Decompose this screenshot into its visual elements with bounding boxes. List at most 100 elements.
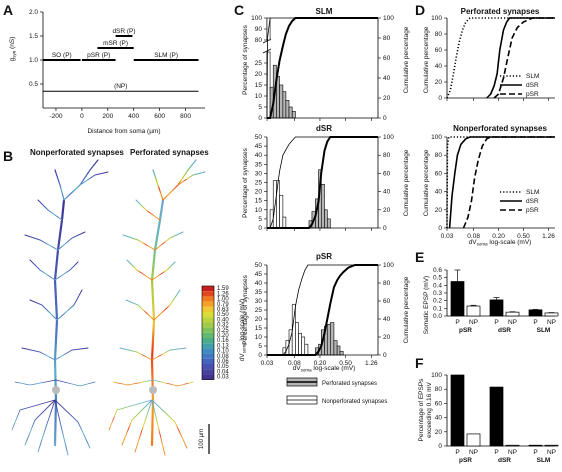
colorbar-swatch <box>202 296 214 302</box>
c-left-tick-label: 25 <box>255 60 263 67</box>
panel-a-y-axis-label: gsyn (nS) <box>9 37 17 62</box>
c-left-tick-label: 0 <box>258 225 262 232</box>
d-y-tick-label: 0 <box>438 225 442 232</box>
colorbar-tick-label: 0.32 <box>217 323 229 329</box>
panel-a-x-axis-label: Distance from soma (µm) <box>87 128 160 135</box>
colorbar-tick-label: 1.00 <box>217 297 229 303</box>
colorbar-swatch <box>202 286 214 292</box>
d-legend-label-dsr: dSR <box>526 82 539 89</box>
d-y-tick-label: 100 <box>431 134 442 141</box>
d-y-tick-label: 80 <box>435 152 443 159</box>
c-x-tick-label: 0.50 <box>339 360 352 367</box>
e-bar-label: P <box>494 319 498 326</box>
e-bar-label: P <box>533 319 537 326</box>
c-right-tick-label: 100 <box>383 262 394 269</box>
d-y-tick-label: 40 <box>435 63 443 70</box>
c-right-tick-label: 80 <box>383 152 391 159</box>
c-left-tick-label: 10 <box>255 93 263 100</box>
c-bar-perforated <box>285 100 290 119</box>
colorbar-tick-label: 0.10 <box>217 349 229 355</box>
colorbar-tick-label: 0.40 <box>217 317 229 323</box>
c-psr-y-label: Percentage of synapses <box>242 274 249 344</box>
e-bar-label: P <box>455 319 459 326</box>
a-x-tick-label: 600 <box>154 113 165 120</box>
d-x-tick-label: 0.50 <box>517 233 530 240</box>
f-y-tick-label: 80 <box>435 386 443 393</box>
c-left-tick-label: 35 <box>255 161 263 168</box>
panel-b-right-title: Perforated synapses <box>130 148 209 157</box>
d-x-tick-label: 0.08 <box>467 233 480 240</box>
e-y-tick-label: 0.1 <box>433 305 442 312</box>
c-left-tick-label: 80 <box>255 37 263 44</box>
e-group-label: SLM <box>537 327 551 334</box>
c-left-tick-label: 10 <box>255 207 263 214</box>
c-left-tick-label: 45 <box>255 271 263 278</box>
colorbar-swatch <box>202 332 214 338</box>
a-y-tick-label: 1.5 <box>29 33 38 40</box>
f-bar <box>505 444 520 447</box>
c-left-tick-label: 45 <box>255 143 263 150</box>
c-right-tick-label: 100 <box>383 15 394 22</box>
panel-label-b: B <box>3 148 13 164</box>
f-bar-label: P <box>533 449 537 456</box>
c-right-tick-label: 20 <box>383 207 391 214</box>
a-y-tick-label: 0.5 <box>29 81 38 88</box>
c-left-tick-label: 15 <box>255 198 263 205</box>
f-y-tick-label: 100 <box>431 372 442 379</box>
f-y-tick-label: 20 <box>435 429 443 436</box>
c-dsr-title: dSR <box>316 124 332 133</box>
c-bar-nonperforated <box>282 216 287 229</box>
c-bar-perforated <box>336 345 341 356</box>
c-left-tick-label: 0 <box>258 352 262 359</box>
colorbar-tick-label: 0.50 <box>217 312 229 318</box>
f-bar-label: NP <box>547 449 556 456</box>
colorbar-tick-label: 0.06 <box>217 359 229 365</box>
a-segment-label: dSR (P) <box>112 28 135 35</box>
c-bar-perforated <box>291 111 296 119</box>
c-right-tick-label: 100 <box>383 134 394 141</box>
colorbar-tick-label: 0.63 <box>217 307 229 313</box>
f-y-tick-label: 0 <box>438 443 442 450</box>
a-segment-label: mSR (P) <box>103 40 128 47</box>
e-y-tick-label: 0.4 <box>433 282 442 289</box>
c-cumulative-nonperforated <box>267 136 378 229</box>
colorbar-swatch <box>202 374 214 380</box>
f-bar <box>466 433 481 447</box>
f-y-label-line1: Percentage of EPSPs <box>418 378 425 442</box>
c-left-tick-label: 15 <box>255 325 263 332</box>
d-y-tick-label: 60 <box>435 170 443 177</box>
c-bar-nonperforated <box>269 209 274 229</box>
c-slm-title: SLM <box>316 7 333 16</box>
colorbar-tick-label: 0.16 <box>217 338 229 344</box>
c-bar-perforated <box>339 351 344 356</box>
c-bar-perforated <box>326 218 331 229</box>
d-legend-label-slm: SLM <box>526 73 539 80</box>
colorbar-tick-label: 1.59 <box>217 286 229 292</box>
a-x-tick-label: 0 <box>80 113 84 120</box>
c-bar-perforated <box>326 324 331 356</box>
c-left-tick-label: 100 <box>251 15 262 22</box>
a-y-tick-label: 1.0 <box>29 57 38 64</box>
c-slm-right-label: Cumulative percentage <box>403 26 410 93</box>
soma-perforated <box>149 386 157 394</box>
c-bar-perforated <box>288 106 293 119</box>
f-group-label: SLM <box>537 457 551 464</box>
f-group-label: pSR <box>459 457 472 464</box>
c-right-tick-label: 0 <box>383 225 387 232</box>
d-y-tick-label: 20 <box>435 207 443 214</box>
e-bar <box>450 281 465 317</box>
d-y-tick-label: 100 <box>431 15 442 22</box>
legend-label-perforated: Perforated synapses <box>322 381 377 387</box>
d-y-tick-label: 40 <box>435 189 443 196</box>
e-y-tick-label: 0.5 <box>433 275 442 282</box>
panel-label-e: E <box>415 249 424 265</box>
panel-b-left-title: Nonperforated synapses <box>30 148 124 157</box>
e-bar-label: NP <box>508 319 517 326</box>
c-right-tick-label: 40 <box>383 316 391 323</box>
colorbar-swatch <box>202 353 214 359</box>
d-y-tick-label: 60 <box>435 47 443 54</box>
d-x-tick-label: 0.20 <box>492 233 505 240</box>
c-left-tick-label: 50 <box>255 134 263 141</box>
neuron-perforated <box>108 159 206 456</box>
e-y-tick-label: 0.0 <box>433 313 442 320</box>
